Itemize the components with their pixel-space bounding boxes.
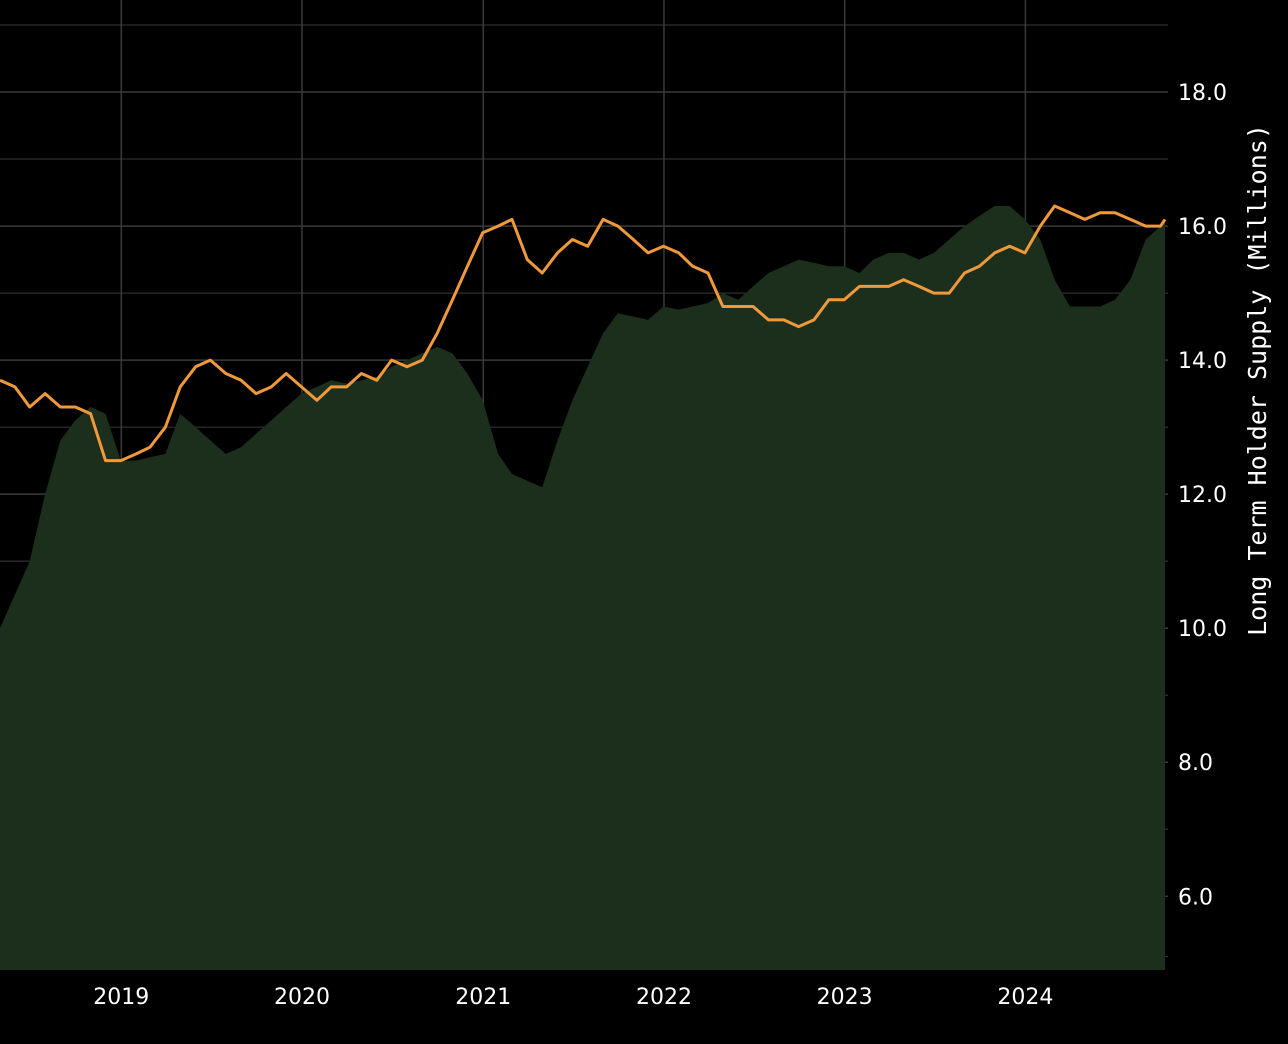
x-tick-label: 2022 [636, 985, 692, 1010]
x-tick-label: 2023 [817, 985, 873, 1010]
x-tick-label: 2024 [997, 985, 1053, 1010]
y-tick-label: 14.0 [1178, 349, 1227, 374]
y-tick-label: 12.0 [1178, 483, 1227, 508]
x-tick-label: 2020 [274, 985, 330, 1010]
x-tick-label: 2021 [455, 985, 511, 1010]
y-axis-title: Long Term Holder Supply (Millions) [1243, 124, 1272, 636]
y-tick-label: 6.0 [1178, 885, 1213, 910]
x-tick-label: 2019 [93, 985, 149, 1010]
y-tick-label: 10.0 [1178, 617, 1227, 642]
y-tick-label: 18.0 [1178, 81, 1227, 106]
y-tick-label: 16.0 [1178, 215, 1227, 240]
supply-area [0, 206, 1165, 970]
price-line [0, 204, 1167, 463]
y-axis-tick-labels: 6.0 8.0 10.0 12.0 14.0 16.0 18.0 [1178, 81, 1227, 910]
x-axis-tick-labels: 2019 2020 2021 2022 2023 2024 [93, 985, 1053, 1010]
y-tick-label: 8.0 [1178, 751, 1213, 776]
